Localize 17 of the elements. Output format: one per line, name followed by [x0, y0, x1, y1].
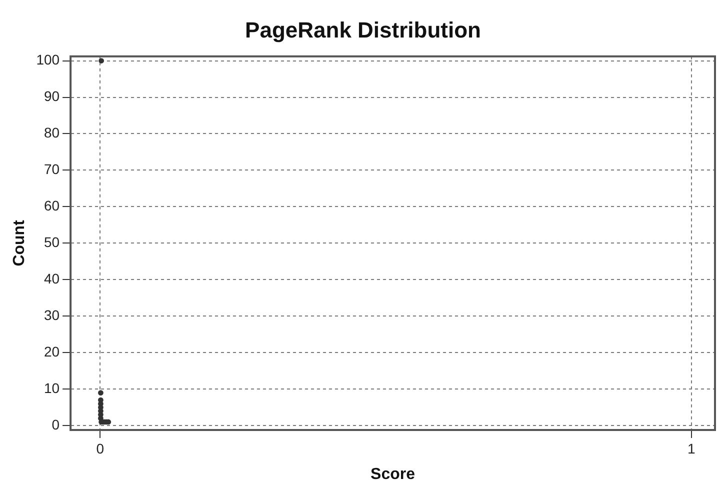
y-tick-label: 0 — [52, 416, 60, 432]
y-tick-label: 20 — [44, 344, 60, 360]
y-axis-title: Count — [11, 219, 28, 266]
chart-title: PageRank Distribution — [245, 17, 481, 42]
y-tick-label: 100 — [36, 52, 60, 68]
y-tick-label: 60 — [44, 198, 60, 214]
x-axis-title: Score — [370, 466, 416, 483]
x-tick-label: 1 — [687, 440, 696, 456]
y-tick-label: 10 — [44, 380, 60, 396]
point — [98, 390, 104, 396]
y-tick-label: 80 — [44, 124, 60, 141]
y-tick-label: 30 — [44, 307, 60, 324]
y-tick-label: 40 — [44, 270, 60, 287]
y-tick-label: 90 — [44, 88, 60, 104]
y-tick-label: 50 — [44, 234, 60, 250]
y-tick-label: 70 — [44, 161, 60, 178]
point — [98, 58, 104, 64]
